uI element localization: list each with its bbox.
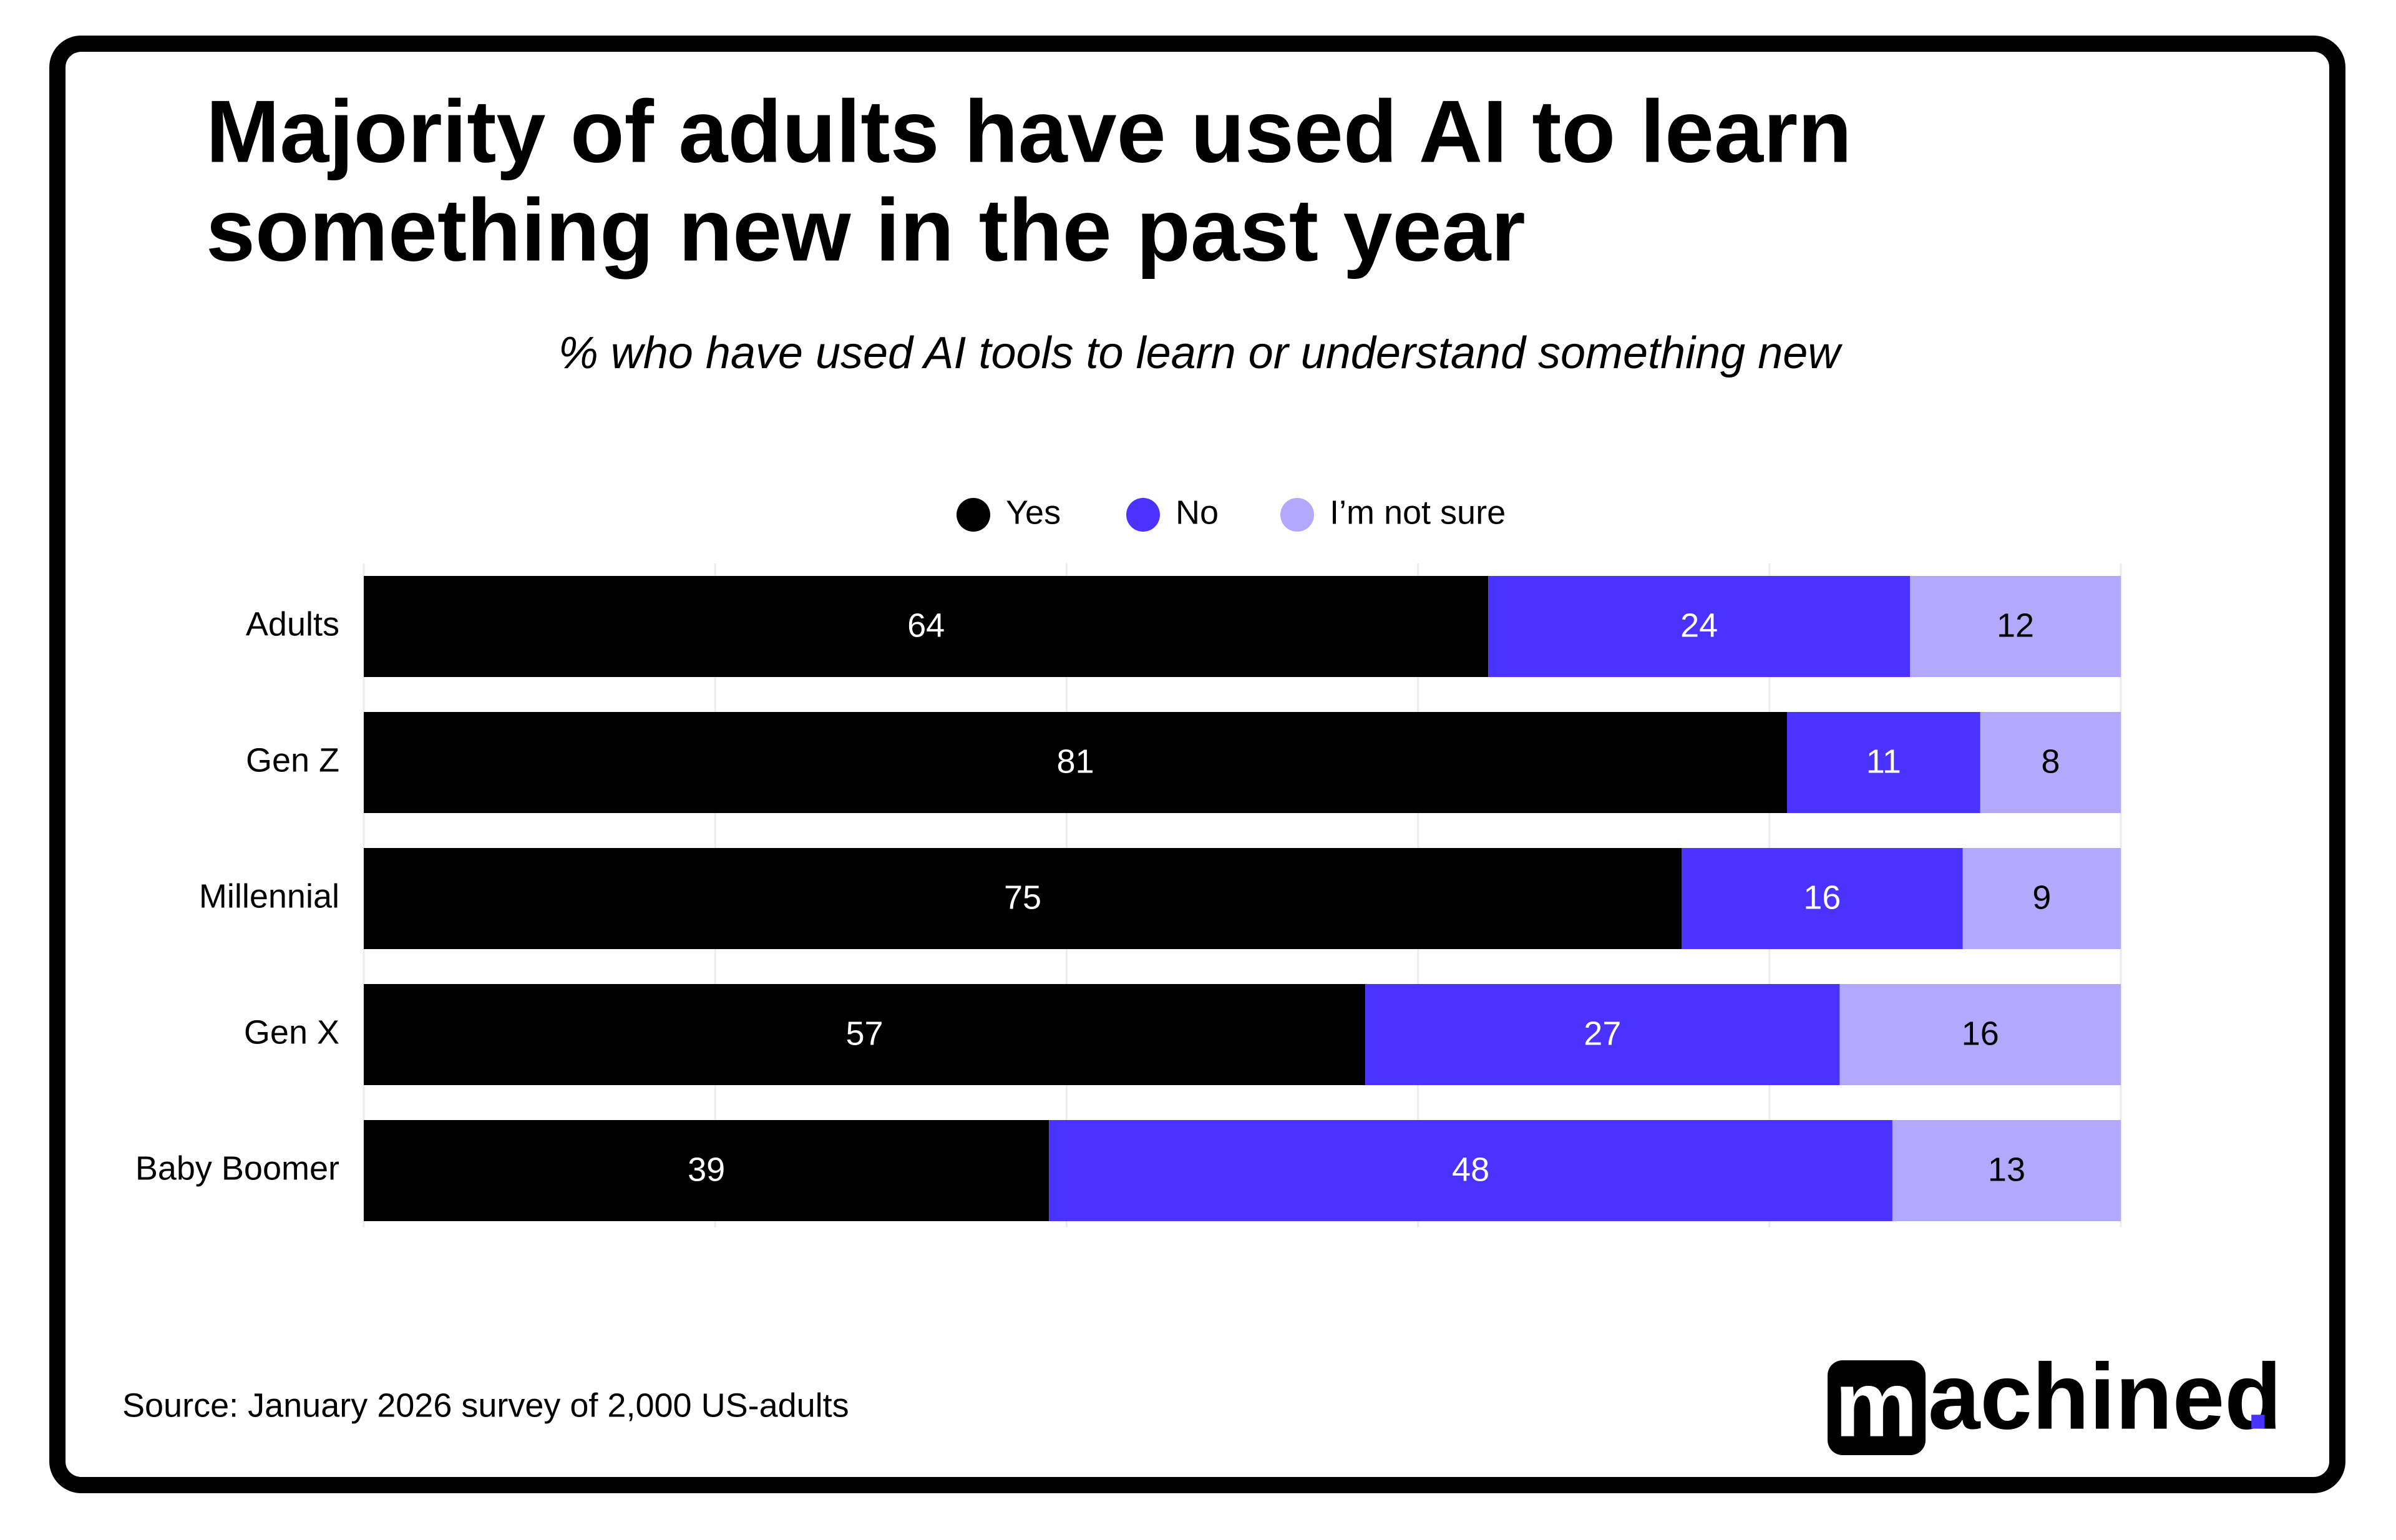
bar-segment bbox=[364, 984, 1366, 1085]
logo-mark: m bbox=[1834, 1352, 1917, 1456]
value-label: 16 bbox=[1962, 1015, 1999, 1052]
logo-dot: . bbox=[2245, 1344, 2271, 1449]
legend-swatch bbox=[957, 498, 990, 532]
value-label: 75 bbox=[1004, 879, 1041, 916]
logo-box bbox=[1828, 1360, 1926, 1455]
y-tick-label: Millennial bbox=[199, 877, 339, 915]
legend-label: I’m not sure bbox=[1330, 494, 1506, 531]
value-label: 12 bbox=[1997, 607, 2034, 644]
value-label: 11 bbox=[1866, 743, 1901, 780]
y-tick-label: Adults bbox=[246, 605, 339, 643]
bar-segment bbox=[364, 712, 1787, 813]
value-label: 48 bbox=[1452, 1151, 1489, 1188]
value-label: 8 bbox=[2041, 743, 2060, 780]
legend-swatch bbox=[1280, 498, 1314, 532]
value-label: 24 bbox=[1680, 607, 1718, 644]
legend-swatch bbox=[1126, 498, 1160, 532]
value-label: 57 bbox=[846, 1015, 884, 1052]
value-label: 13 bbox=[1988, 1151, 2025, 1188]
legend-label: Yes bbox=[1006, 494, 1061, 531]
value-label: 81 bbox=[1056, 743, 1094, 780]
bar-segment bbox=[364, 576, 1489, 677]
value-label: 16 bbox=[1803, 879, 1841, 916]
bar-segment bbox=[1365, 984, 1840, 1085]
y-tick-label: Gen X bbox=[244, 1013, 339, 1051]
legend-label: No bbox=[1176, 494, 1219, 531]
logo-text: achined bbox=[1928, 1344, 2282, 1449]
bar-segment bbox=[364, 1120, 1049, 1221]
bar-segment bbox=[1839, 984, 2121, 1085]
bar-segment bbox=[1910, 576, 2121, 677]
value-label: 9 bbox=[2032, 879, 2051, 916]
value-label: 27 bbox=[1584, 1015, 1621, 1052]
value-label: 39 bbox=[688, 1151, 725, 1188]
bar-segment bbox=[1786, 712, 1980, 813]
source: Source: January 2026 survey of 2,000 US-… bbox=[122, 1386, 849, 1424]
bar-segment bbox=[1682, 848, 1963, 949]
bar-segment bbox=[1962, 848, 2121, 949]
bar-segment bbox=[364, 848, 1682, 949]
value-label: 64 bbox=[907, 607, 945, 644]
bar-segment bbox=[1980, 712, 2121, 813]
y-tick-label: Gen Z bbox=[246, 741, 339, 779]
chart-subtitle: % who have used AI tools to learn or und… bbox=[558, 328, 1843, 378]
chart-title: something new in the past year bbox=[206, 181, 1526, 280]
bar-segment bbox=[1049, 1120, 1892, 1221]
chart-title: Majority of adults have used AI to learn bbox=[206, 82, 1852, 182]
bar-segment bbox=[1892, 1120, 2121, 1221]
y-tick-label: Baby Boomer bbox=[135, 1149, 339, 1187]
bar-segment bbox=[1488, 576, 1911, 677]
